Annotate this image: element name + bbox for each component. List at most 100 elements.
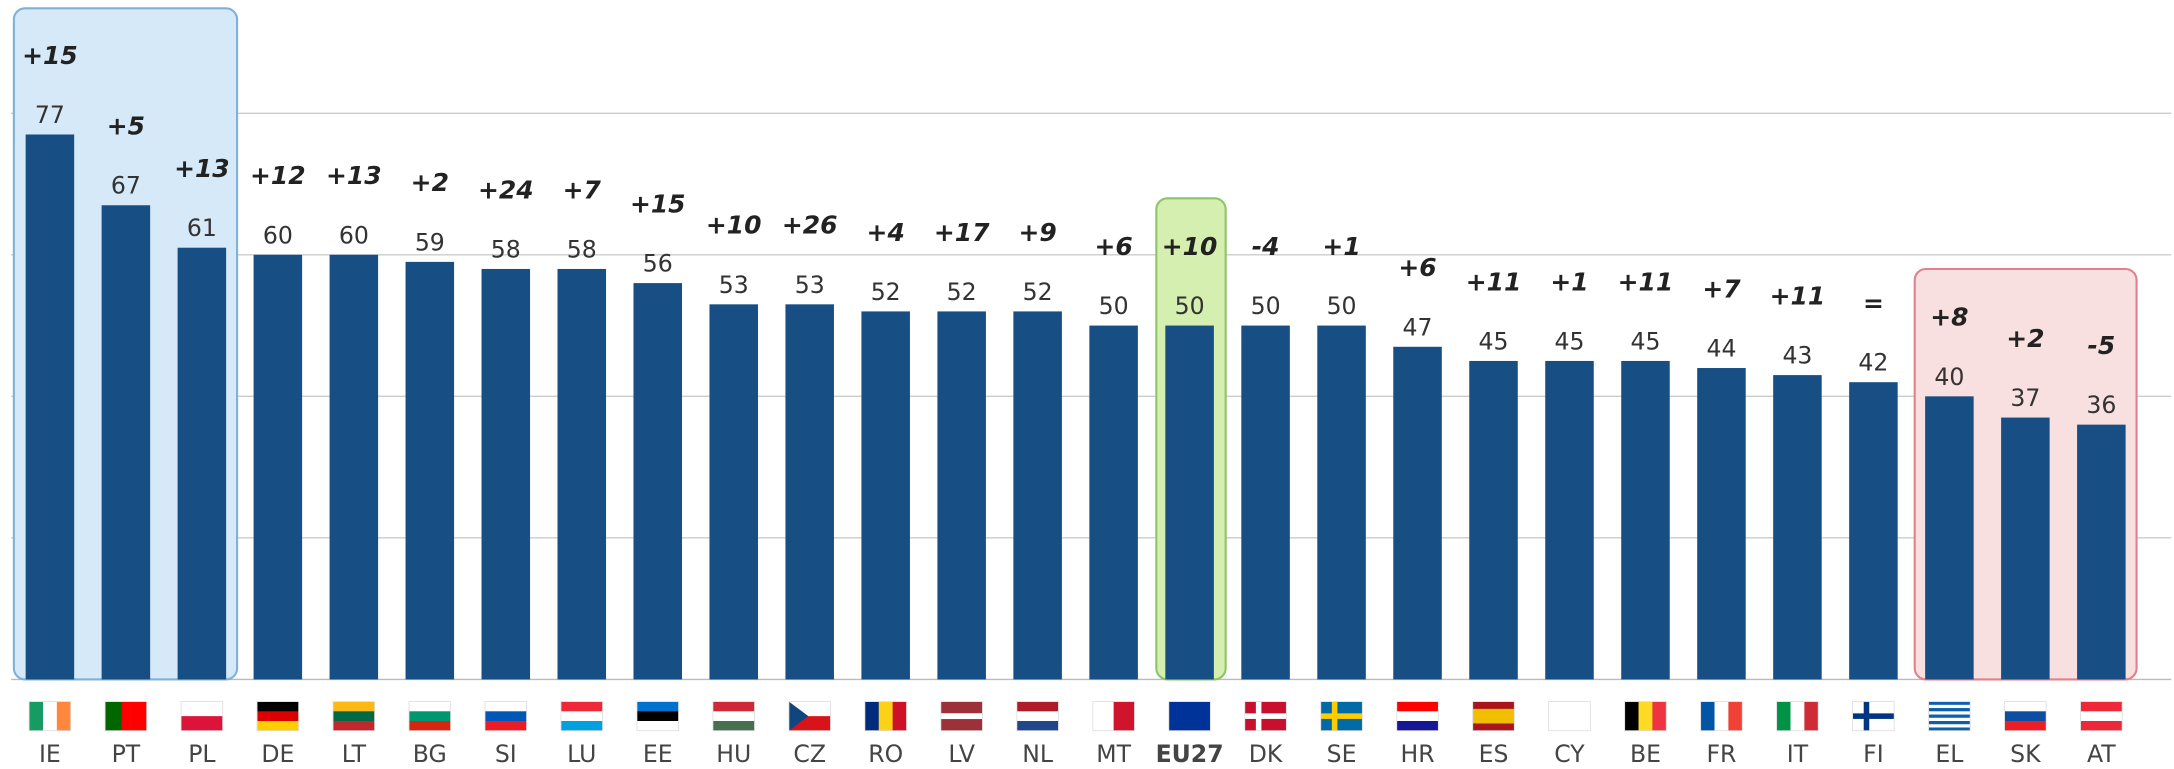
x-tick-label: AT: [2087, 740, 2116, 768]
value-label: 52: [947, 278, 977, 306]
flag-stripe: [1168, 701, 1211, 731]
change-label: +24: [478, 175, 534, 204]
change-label: +15: [630, 189, 686, 218]
bar: [785, 304, 834, 680]
flag: [1548, 701, 1591, 732]
value-label: 77: [35, 101, 65, 129]
flag-stripe: [333, 720, 375, 731]
flag-stripe: [1113, 701, 1135, 731]
change-label: -5: [2087, 331, 2115, 360]
flag-border: [1168, 701, 1211, 732]
value-label: 58: [567, 235, 597, 263]
change-label: +11: [1618, 267, 1674, 296]
flag-border: [1320, 701, 1363, 732]
flag-stripe: [1790, 701, 1805, 731]
flag-stripe: [333, 711, 375, 722]
value-label: 59: [415, 228, 445, 256]
flag-stripe: [1728, 701, 1743, 731]
flag-stripe: [1714, 701, 1729, 731]
flag-stripe: [1776, 701, 1791, 731]
x-tick-label: LU: [567, 740, 596, 768]
flag-stripe: [1928, 704, 1971, 709]
flag-stripe: [257, 720, 299, 731]
flag-stripe: [1396, 701, 1439, 712]
flag: [1472, 701, 1515, 732]
flag-stripe: [2004, 711, 2047, 722]
flag-border: [636, 701, 679, 732]
bar: [25, 134, 75, 680]
value-label: 53: [795, 271, 825, 299]
flag: [636, 701, 679, 732]
value-label: 45: [1555, 327, 1585, 355]
value-label: 50: [1099, 292, 1129, 320]
flag-stripe: [712, 720, 755, 731]
value-label: 60: [339, 221, 369, 249]
flag-border: [104, 701, 148, 732]
flag-stripe: [864, 701, 880, 731]
flag-cross: [1852, 713, 1895, 719]
flag-stripe: [105, 701, 114, 731]
value-label: 60: [263, 221, 293, 249]
flag-stripe: [636, 701, 679, 712]
flag: [104, 701, 148, 732]
bar: [1849, 382, 1898, 680]
flag-stripe: [1548, 701, 1591, 731]
x-tick-label: SI: [495, 740, 517, 768]
flag-stripe: [1396, 720, 1439, 731]
flag-stripe: [1928, 724, 1971, 728]
value-label: 47: [1403, 313, 1433, 341]
flag: [788, 701, 831, 732]
flag-stripe: [636, 720, 679, 731]
flag-stripe: [2080, 711, 2123, 722]
change-label: +5: [107, 112, 145, 141]
flag-border: [1016, 701, 1059, 732]
flag-border: [332, 701, 376, 732]
flag-border: [408, 701, 452, 732]
flag: [864, 701, 907, 732]
flag: [332, 701, 376, 732]
flag: [256, 701, 300, 732]
value-label: 58: [491, 235, 521, 263]
change-label: +7: [563, 175, 602, 204]
flag-border: [2080, 701, 2123, 732]
flag-border: [1244, 701, 1287, 732]
bar: [709, 304, 758, 680]
x-tick-label: FI: [1863, 740, 1884, 768]
value-label: 52: [1023, 278, 1053, 306]
flag-stripe: [130, 701, 139, 731]
value-label: 50: [1175, 292, 1205, 320]
flag-stripe: [484, 701, 527, 712]
flag: [560, 701, 603, 732]
flag: [2004, 701, 2047, 732]
flag-stripe: [1928, 720, 1971, 725]
change-label: +4: [867, 218, 905, 247]
x-tick-label: SK: [2010, 740, 2041, 768]
x-tick-label: IE: [39, 740, 61, 768]
x-tick-label: SE: [1327, 740, 1357, 768]
marks: 77 +15 IE 67 +5 PT 61 +13 PL 60 +12 DE 60 +13 LT 59 +2 BG…: [22, 41, 2126, 768]
value-label: 52: [871, 278, 901, 306]
change-label: -4: [1252, 232, 1280, 261]
flag-stripe: [1804, 701, 1819, 731]
flag-stripe: [892, 701, 907, 731]
change-label: +13: [326, 161, 382, 190]
flag-stripe: [409, 720, 451, 731]
x-tick-label: NL: [1022, 740, 1053, 768]
change-label: +9: [1019, 218, 1057, 247]
change-label: +11: [1466, 267, 1522, 296]
flag-stripe: [1472, 723, 1515, 731]
bar: [253, 254, 303, 680]
flag: [408, 701, 452, 732]
flag-stripe: [181, 716, 223, 731]
flag-stripe: [2004, 720, 2047, 731]
change-label: +13: [174, 154, 230, 183]
flag: [1092, 701, 1135, 732]
bar: [1469, 360, 1518, 680]
x-tick-label: LV: [948, 740, 975, 768]
flag-border: [1396, 701, 1439, 732]
bar: [861, 311, 910, 680]
bar: [1393, 346, 1442, 680]
flag-border: [1548, 701, 1591, 732]
flag-stripe: [333, 701, 375, 712]
flag-border: [1624, 701, 1667, 732]
